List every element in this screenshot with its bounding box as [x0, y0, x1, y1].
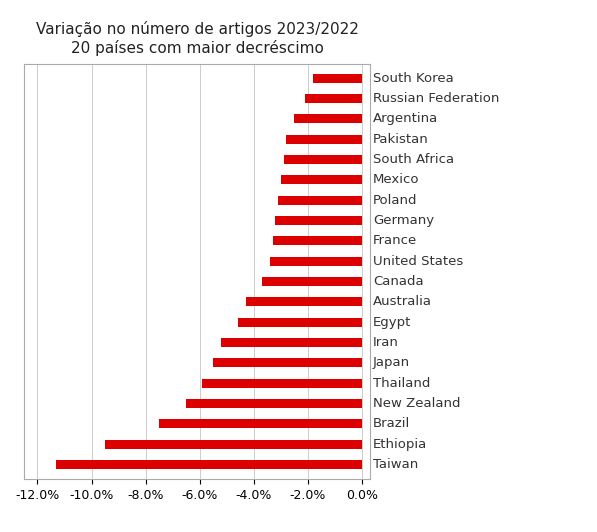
- Text: Japan: Japan: [373, 356, 410, 369]
- Text: Argentina: Argentina: [373, 112, 438, 125]
- Text: Taiwan: Taiwan: [373, 458, 418, 471]
- Text: Thailand: Thailand: [373, 377, 430, 390]
- Text: South Africa: South Africa: [373, 153, 454, 166]
- Bar: [273, 236, 362, 245]
- Bar: [287, 135, 362, 144]
- Bar: [275, 216, 362, 225]
- Bar: [221, 338, 362, 347]
- Text: United States: United States: [373, 255, 463, 268]
- Bar: [202, 379, 362, 388]
- Bar: [186, 399, 362, 408]
- Text: Pakistan: Pakistan: [373, 132, 429, 146]
- Bar: [313, 73, 362, 82]
- Bar: [305, 94, 362, 103]
- Text: Russian Federation: Russian Federation: [373, 92, 499, 105]
- Text: France: France: [373, 234, 417, 247]
- Bar: [294, 114, 362, 123]
- Bar: [246, 297, 362, 306]
- Bar: [284, 155, 362, 164]
- Bar: [213, 358, 362, 368]
- Text: Ethiopia: Ethiopia: [373, 438, 427, 451]
- Bar: [56, 460, 362, 469]
- Text: Poland: Poland: [373, 194, 417, 206]
- Text: Brazil: Brazil: [373, 418, 410, 430]
- Text: Mexico: Mexico: [373, 173, 419, 186]
- Text: South Korea: South Korea: [373, 72, 454, 85]
- Text: Australia: Australia: [373, 295, 432, 309]
- Text: Germany: Germany: [373, 214, 434, 227]
- Title: Variação no número de artigos 2023/2022
20 países com maior decréscimo: Variação no número de artigos 2023/2022 …: [36, 21, 358, 56]
- Text: Egypt: Egypt: [373, 315, 411, 329]
- Bar: [281, 175, 362, 185]
- Bar: [159, 419, 362, 428]
- Text: Canada: Canada: [373, 275, 423, 288]
- Bar: [262, 277, 362, 286]
- Text: New Zealand: New Zealand: [373, 397, 460, 410]
- Bar: [270, 256, 362, 265]
- Bar: [238, 318, 362, 327]
- Bar: [278, 196, 362, 205]
- Bar: [105, 439, 362, 449]
- Text: Iran: Iran: [373, 336, 399, 349]
